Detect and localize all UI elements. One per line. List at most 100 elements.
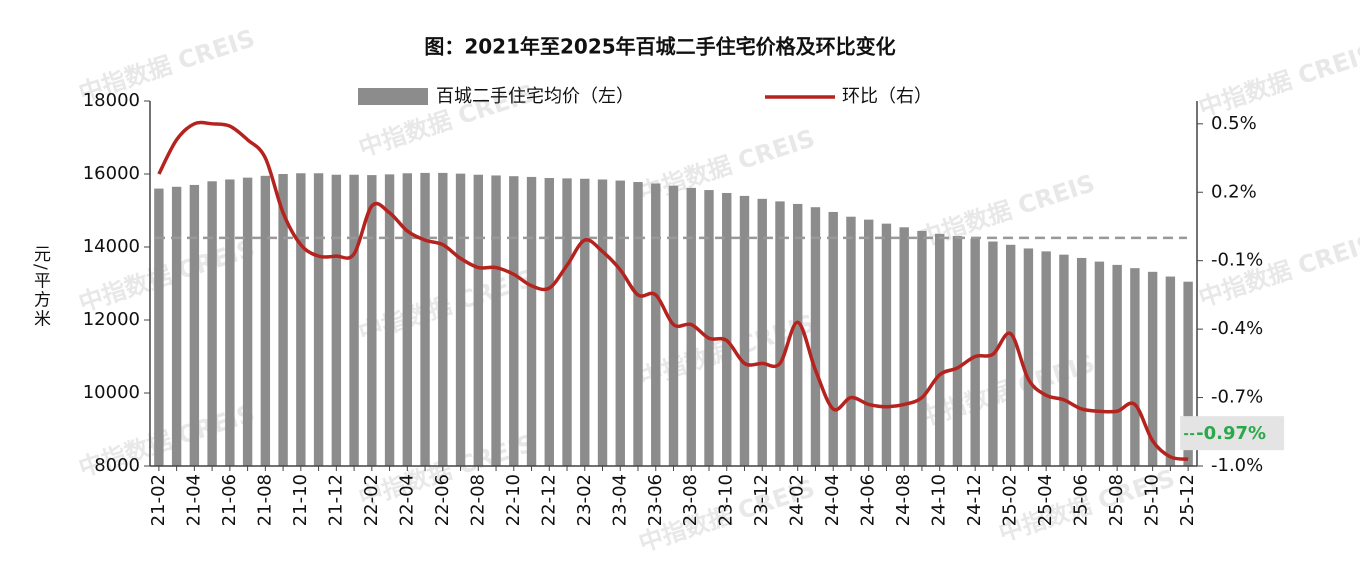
bar bbox=[367, 175, 377, 466]
legend-label: 环比（右） bbox=[842, 86, 932, 107]
x-tick-label: 25-02 bbox=[1000, 474, 1021, 526]
x-tick-label: 24-08 bbox=[893, 474, 914, 526]
x-tick-label: 23-10 bbox=[716, 474, 737, 526]
bar bbox=[651, 183, 661, 467]
y2-tick-label: 0.5% bbox=[1211, 113, 1257, 134]
bar bbox=[864, 219, 874, 466]
x-tick-label: 21-10 bbox=[290, 474, 311, 526]
x-tick-label: 22-02 bbox=[361, 474, 382, 526]
bar bbox=[296, 173, 306, 466]
bar bbox=[757, 198, 767, 466]
y-tick-label: 14000 bbox=[83, 236, 140, 257]
y-tick-label: 10000 bbox=[83, 382, 140, 403]
bar bbox=[597, 179, 608, 466]
y-tick-label: 18000 bbox=[83, 90, 140, 111]
bar bbox=[438, 172, 448, 466]
bar bbox=[1112, 264, 1122, 466]
x-tick-label: 21-08 bbox=[254, 474, 275, 526]
bar bbox=[934, 233, 945, 466]
bar bbox=[242, 177, 253, 466]
bar bbox=[509, 176, 519, 466]
bar bbox=[899, 227, 909, 466]
x-tick-label: 23-02 bbox=[574, 474, 595, 526]
bar bbox=[455, 173, 466, 466]
bar bbox=[615, 180, 625, 466]
y-tick-label: 16000 bbox=[83, 163, 140, 184]
x-tick-label: 25-06 bbox=[1071, 474, 1092, 526]
watermark: 中指数据 CREIS bbox=[1195, 229, 1360, 312]
value-label-box bbox=[1180, 416, 1285, 451]
bar bbox=[331, 174, 342, 467]
x-tick-label: 22-06 bbox=[432, 474, 453, 526]
bar bbox=[1059, 254, 1069, 466]
bar bbox=[313, 173, 324, 466]
x-tick-label: 22-08 bbox=[467, 474, 488, 526]
bar bbox=[1023, 248, 1034, 466]
x-tick-label: 22-12 bbox=[538, 474, 559, 526]
bar bbox=[1165, 276, 1176, 466]
y-axis-title: 元/平方米 bbox=[30, 245, 51, 329]
x-tick-label: 24-02 bbox=[787, 474, 808, 526]
bar bbox=[384, 174, 395, 467]
y-tick-label: 12000 bbox=[83, 309, 140, 330]
y2-tick-label: -0.1% bbox=[1211, 250, 1263, 271]
x-tick-label: 24-12 bbox=[964, 474, 985, 526]
bar bbox=[1094, 261, 1105, 466]
bar bbox=[473, 174, 483, 467]
line bbox=[157, 120, 1189, 461]
watermark: 中指数据 CREIS bbox=[1195, 39, 1360, 122]
x-tick-label: 21-04 bbox=[183, 474, 204, 526]
y2-tick-label: 0.2% bbox=[1211, 181, 1257, 202]
bar bbox=[260, 175, 271, 466]
bar bbox=[881, 223, 892, 466]
bar bbox=[970, 238, 980, 466]
bar bbox=[775, 201, 785, 466]
bar bbox=[491, 175, 501, 466]
value-label: -0.97% bbox=[1196, 423, 1266, 444]
x-tick-label: 21-06 bbox=[219, 474, 240, 526]
x-tick-label: 25-04 bbox=[1035, 474, 1056, 526]
bar bbox=[704, 190, 714, 466]
bar bbox=[1130, 268, 1140, 466]
x-tick-label: 23-12 bbox=[751, 474, 772, 526]
bar bbox=[686, 187, 696, 466]
bar bbox=[1076, 257, 1087, 466]
bar bbox=[562, 178, 572, 466]
bar bbox=[420, 172, 430, 466]
bar bbox=[952, 236, 963, 466]
x-tick-label: 22-10 bbox=[503, 474, 524, 526]
bar bbox=[793, 203, 803, 466]
bar bbox=[154, 188, 164, 466]
bar bbox=[1041, 251, 1051, 466]
bar bbox=[402, 173, 413, 466]
bar bbox=[633, 182, 643, 466]
bar bbox=[349, 174, 359, 467]
x-tick-label: 23-08 bbox=[680, 474, 701, 526]
bar bbox=[526, 176, 537, 467]
legend-swatch bbox=[358, 88, 428, 105]
bar bbox=[1005, 244, 1016, 466]
bar bbox=[278, 174, 288, 466]
bar bbox=[917, 230, 927, 466]
x-tick-label: 22-04 bbox=[396, 474, 417, 526]
bar bbox=[580, 178, 590, 466]
bar bbox=[544, 178, 554, 466]
bar bbox=[1183, 281, 1193, 466]
bar bbox=[207, 181, 217, 467]
x-tick-label: 25-10 bbox=[1142, 474, 1163, 526]
bar bbox=[171, 186, 182, 466]
x-tick-label: 21-02 bbox=[148, 474, 169, 526]
bar bbox=[828, 211, 838, 466]
bar bbox=[722, 192, 732, 467]
bar bbox=[225, 179, 235, 466]
y2-tick-label: -0.7% bbox=[1211, 387, 1263, 408]
x-tick-label: 25-12 bbox=[1177, 474, 1198, 526]
chart-title: 图：2021年至2025年百城二手住宅价格及环比变化 bbox=[424, 35, 895, 59]
x-tick-label: 21-12 bbox=[325, 474, 346, 526]
x-tick-label: 24-06 bbox=[858, 474, 879, 526]
bar bbox=[189, 184, 200, 466]
x-tick-label: 23-04 bbox=[609, 474, 630, 526]
y-tick-label: 8000 bbox=[94, 455, 140, 476]
x-tick-label: 23-06 bbox=[645, 474, 666, 526]
